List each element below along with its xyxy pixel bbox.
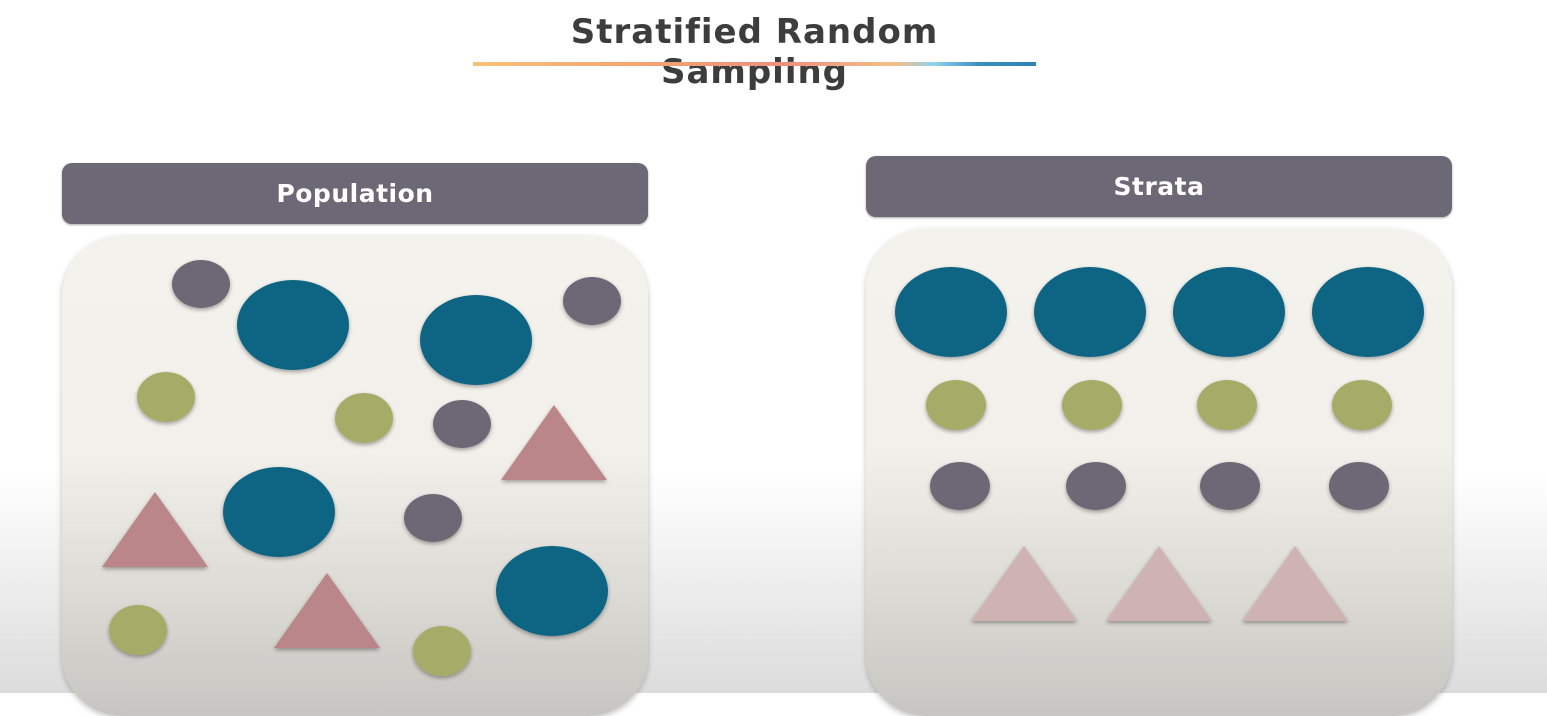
gray-circle <box>404 494 462 542</box>
gray-circle <box>433 400 491 448</box>
olive-circle <box>109 605 167 655</box>
pink-triangle <box>1106 546 1212 621</box>
gray-circle <box>1329 462 1389 510</box>
olive-circle <box>1332 380 1392 430</box>
olive-circle <box>1062 380 1122 430</box>
gray-circle <box>1066 462 1126 510</box>
teal-circle <box>420 295 532 385</box>
population-panel <box>62 236 648 716</box>
pink-triangle <box>1242 546 1348 621</box>
title-underline <box>473 62 1036 66</box>
pink-triangle <box>102 492 208 567</box>
teal-circle <box>1312 267 1424 357</box>
teal-circle <box>1034 267 1146 357</box>
teal-circle <box>1173 267 1285 357</box>
pink-triangle <box>274 573 380 648</box>
gray-circle <box>172 260 230 308</box>
teal-circle <box>237 280 349 370</box>
population-shapes <box>102 260 621 676</box>
teal-circle <box>496 546 608 636</box>
pink-triangle <box>501 405 607 480</box>
strata-header: Strata <box>866 156 1452 217</box>
gray-circle <box>1200 462 1260 510</box>
pink-triangle <box>971 546 1077 621</box>
olive-circle <box>335 393 393 443</box>
olive-circle <box>137 372 195 422</box>
page-title: Stratified Random Sampling <box>570 12 939 92</box>
olive-circle <box>926 380 986 430</box>
olive-circle <box>413 626 471 676</box>
teal-circle <box>895 267 1007 357</box>
gray-circle <box>930 462 990 510</box>
olive-circle <box>1197 380 1257 430</box>
gray-circle <box>563 277 621 325</box>
teal-circle <box>223 467 335 557</box>
strata-panel <box>866 229 1452 716</box>
strata-shapes <box>895 267 1424 621</box>
population-header: Population <box>62 163 648 224</box>
